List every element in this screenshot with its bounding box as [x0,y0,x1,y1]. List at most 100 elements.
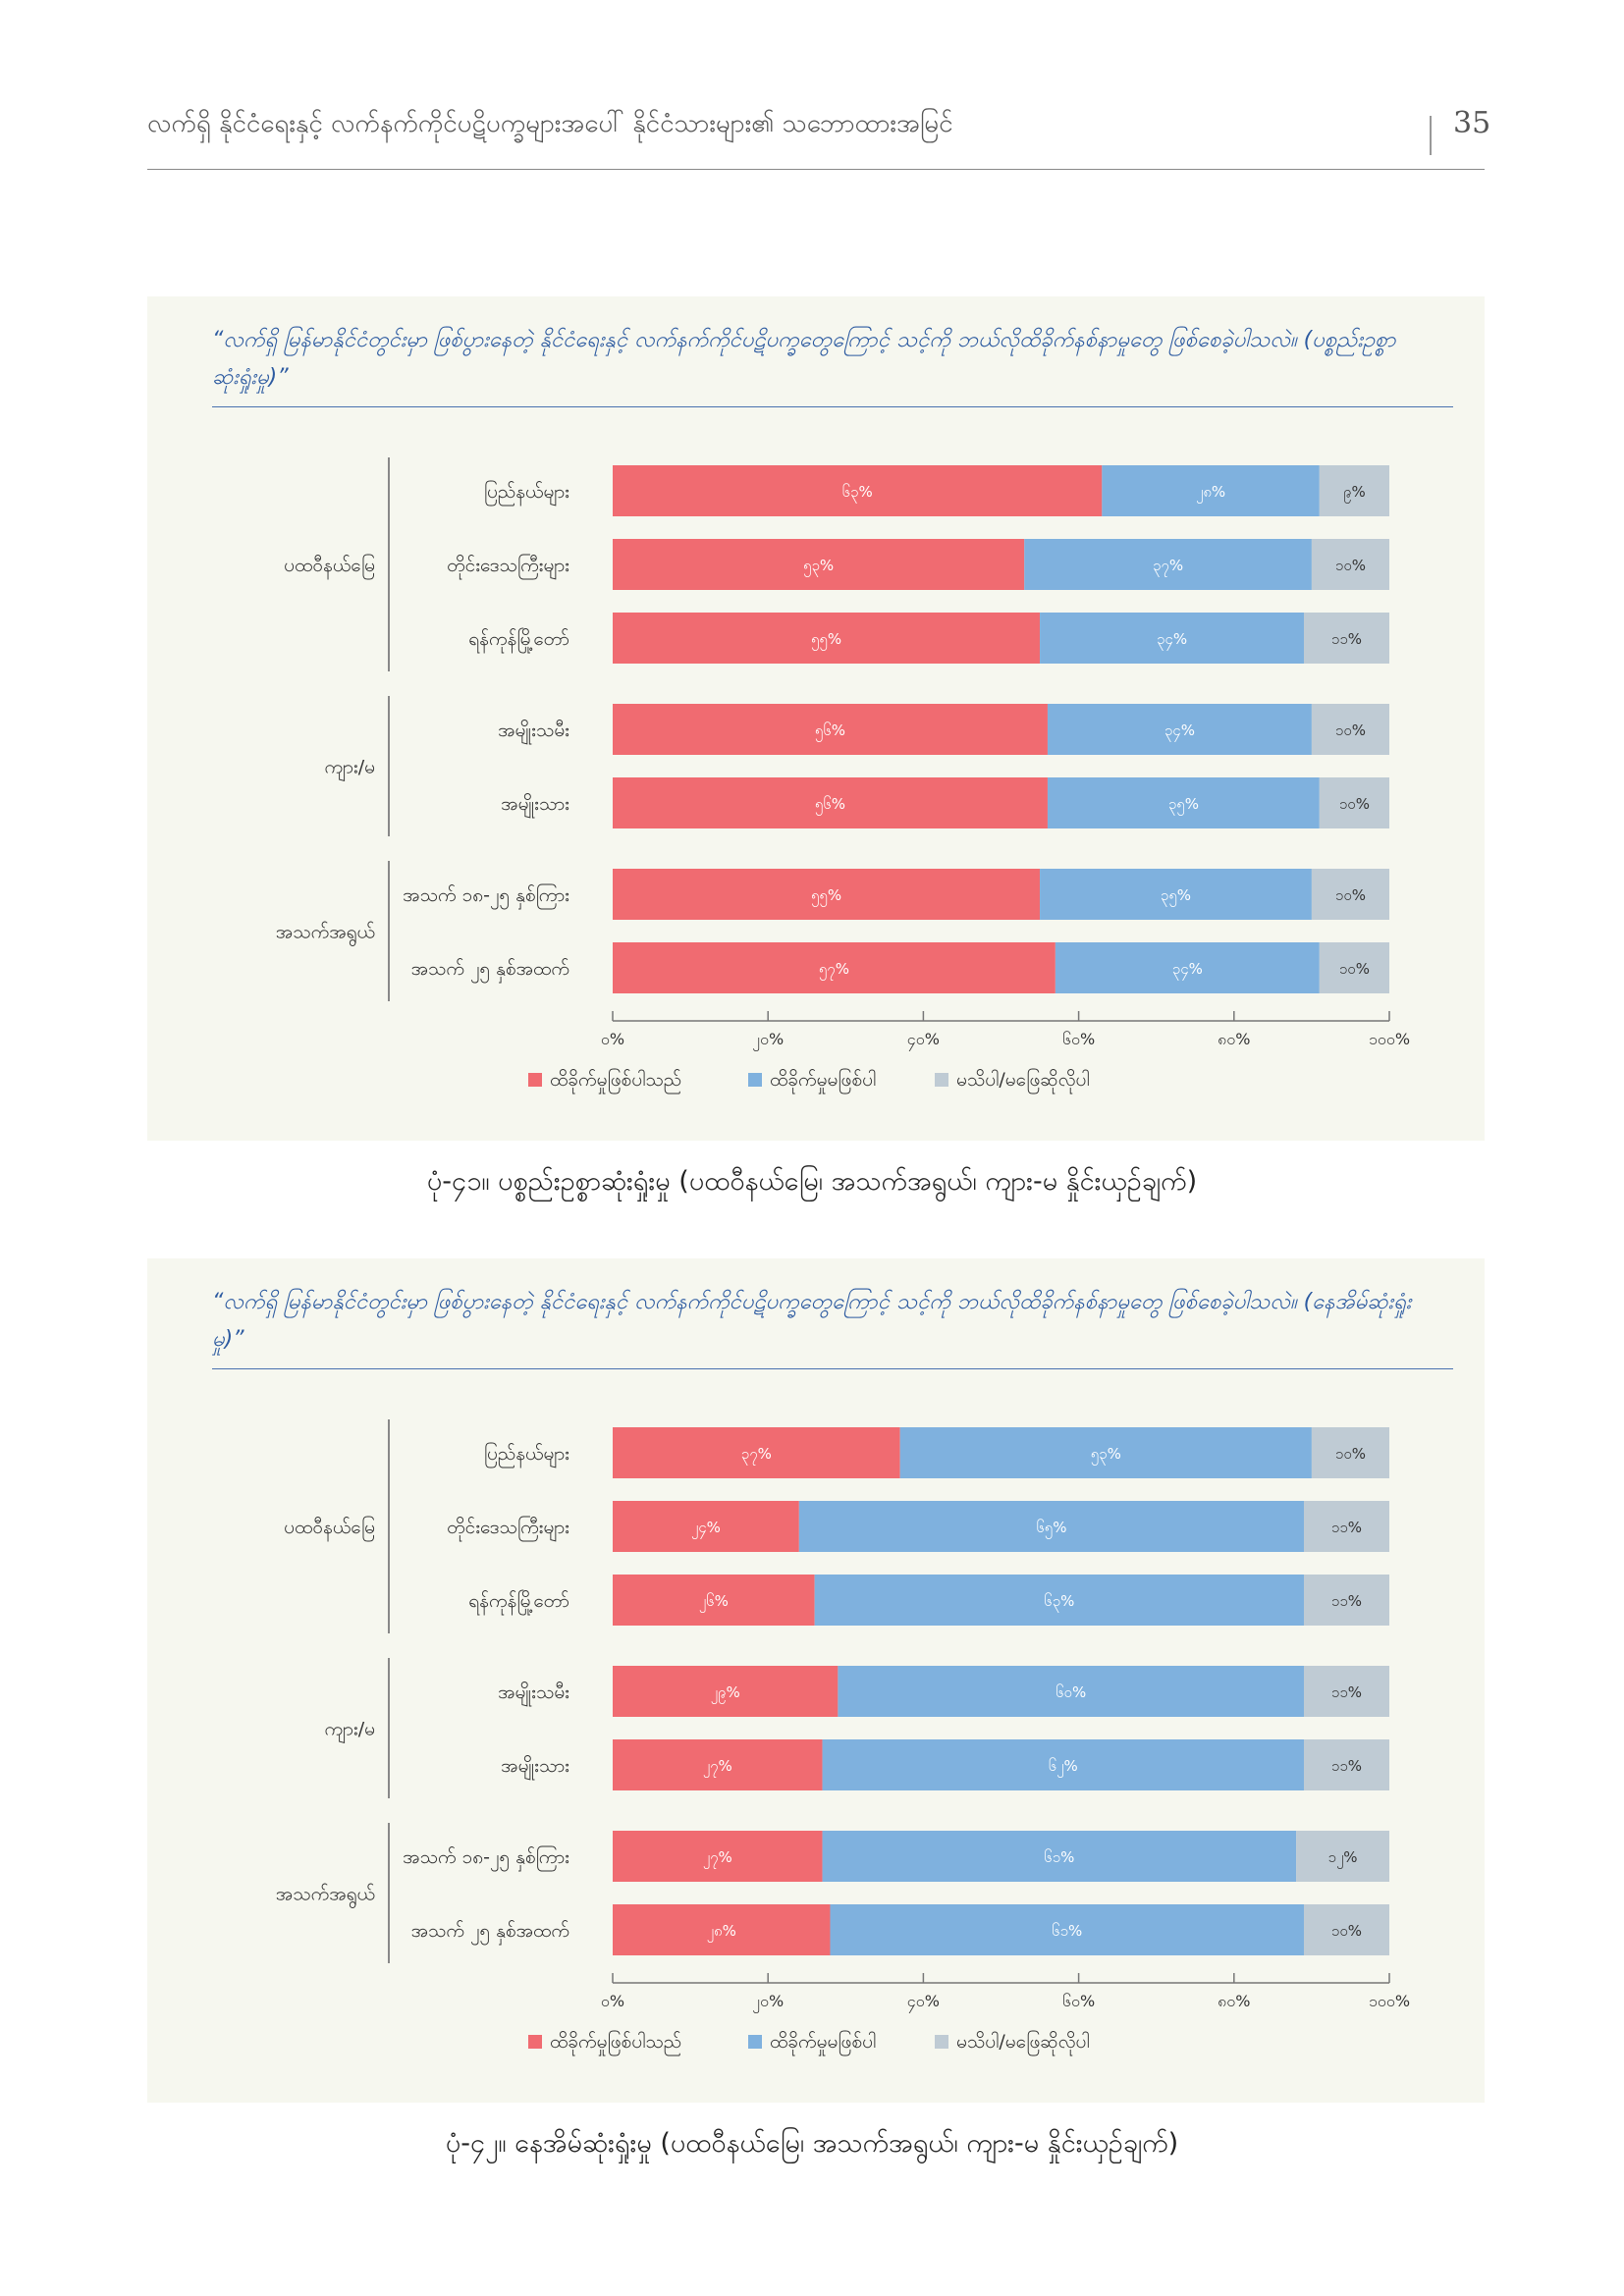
bar-segment-dont-know [1319,777,1389,828]
x-tick-label: ၁၀၀% [1369,1992,1410,2010]
legend-swatch-affected [528,2035,542,2049]
figure-41-question-rule [212,406,1453,407]
data-label: ၃၅% [1161,886,1191,907]
data-label: ၁၀% [1335,886,1366,904]
figure-42-question: “လက်ရှိ မြန်မာနိုင်ငံတွင်းမှာ ဖြစ်ပွားနေ… [212,1290,1412,1352]
data-label: ၆၁% [1044,1848,1074,1866]
bar-segment-not-affected [899,1427,1312,1478]
category-label: အမျိုးသမီး [498,1681,569,1707]
x-tick-label: ၄၀% [907,1030,940,1051]
x-tick-label: ၀% [601,1030,624,1048]
bar-segment-affected [613,869,1041,920]
category-label: ရန်ကုန်မြို့တော် [468,626,569,654]
figure-42-caption: ပုံ-၄၂။ နေအိမ်ဆုံးရှုံးမှု (ပထဝီနယ်မြေ၊ … [445,2128,1179,2159]
data-label: ၂၇% [703,1848,732,1869]
category-label: အသက် ၂၅ နှစ်အထက် [411,957,569,984]
bar-segment-affected [613,1427,900,1478]
bar-segment-affected [613,1575,815,1626]
data-label: ၅၃% [1091,1445,1121,1466]
data-label: ၁၀% [1331,1922,1362,1940]
category-label: ပြည်နယ်များ [484,1441,569,1468]
category-label: ရန်ကုန်မြို့တော် [468,1588,569,1616]
data-label: ၆၃% [1044,1592,1074,1613]
data-label: ၃၄% [1164,721,1195,742]
bar-segment-not-affected [838,1666,1304,1717]
bar-segment-not-affected [830,1904,1304,1955]
data-label: ၃၇% [741,1445,772,1466]
legend-label: ထိခိုက်မှုမဖြစ်ပါ [770,2029,876,2056]
bar-segment-not-affected [798,1501,1304,1552]
bar-segment-not-affected [1055,942,1320,993]
legend-swatch-dont-know [935,2035,948,2049]
data-label: ၁၀% [1339,960,1370,978]
category-label: တိုင်းဒေသကြီးများ [447,553,569,580]
group-label: ကျား/မ [325,757,376,782]
data-label: ၂၇% [703,1757,732,1778]
legend-label: ထိခိုက်မှုမဖြစ်ပါ [770,1067,876,1095]
data-label: ၅၅% [811,630,841,651]
data-label: ၁၁% [1331,1519,1362,1536]
bar-segment-affected [613,704,1048,755]
bar-segment-affected [613,1739,823,1790]
bar-segment-not-affected [822,1739,1304,1790]
bar-segment-not-affected [1040,869,1312,920]
category-label: ပြည်နယ်များ [484,479,569,507]
category-label: အသက် ၂၅ နှစ်အထက် [411,1919,569,1946]
bar-segment-dont-know [1311,869,1389,920]
group-label: ပထဝီနယ်မြေ [284,553,375,580]
x-tick-label: ၆၀% [1062,1992,1095,2010]
data-label: ၂၆% [699,1592,729,1613]
group-label: အသက်အရွယ် [276,921,375,947]
figure-41-caption: ပုံ-၄၁။ ပစ္စည်းဥစ္စာဆုံးရှုံးမှု (ပထဝီနယ… [426,1166,1198,1197]
data-label: ၁၁% [1331,1683,1362,1701]
data-label: ၅၃% [803,557,834,577]
data-label: ၃၄% [1172,960,1203,981]
bar-segment-dont-know [1303,1501,1389,1552]
data-label: ၆၅% [1036,1519,1066,1539]
x-tick-label: ၆၀% [1062,1030,1095,1048]
x-tick-label: ၂၀% [752,1992,784,2013]
data-label: ၃၇% [1153,557,1183,577]
legend-swatch-affected [528,1073,542,1087]
data-label: ၁၀% [1335,721,1366,739]
data-label: ၁၂% [1328,1848,1358,1869]
category-label: အမျိုးသား [501,792,569,819]
data-label: ၅၅% [811,886,841,907]
x-tick-label: ၈၀% [1218,1030,1250,1048]
bar-segment-not-affected [1102,465,1320,516]
bar-segment-affected [613,777,1048,828]
legend-swatch-not-affected [748,2035,762,2049]
bar-segment-affected [613,539,1025,590]
bar-segment-affected [613,1904,831,1955]
data-label: ၂၉% [711,1683,740,1704]
data-label: ၂၄% [691,1519,721,1539]
bar-segment-dont-know [1303,1904,1389,1955]
x-tick-label: ၄၀% [907,1992,940,2013]
group-label: ပထဝီနယ်မြေ [284,1515,375,1542]
legend-label: ထိခိုက်မှုဖြစ်ပါသည် [550,2029,681,2056]
bar-segment-dont-know [1311,539,1389,590]
category-label: အသက် ၁၈-၂၅ နှစ်ကြား [403,1844,569,1872]
bar-segment-dont-know [1303,1739,1389,1790]
bar-segment-affected [613,1831,823,1882]
legend-label: မသိပါ/မဖြေဆိုလိုပါ [956,1067,1090,1095]
data-label: ၆၀% [1056,1683,1086,1701]
legend-label: မသိပါ/မဖြေဆိုလိုပါ [956,2029,1090,2056]
figure-41-panel: “လက်ရှိ မြန်မာနိုင်ငံတွင်းမှာ ဖြစ်ပွားနေ… [147,296,1485,1141]
data-label: ၁၀% [1335,557,1366,574]
bar-segment-dont-know [1303,1666,1389,1717]
bar-segment-dont-know [1303,1575,1389,1626]
figure-42-panel: “လက်ရှိ မြန်မာနိုင်ငံတွင်းမှာ ဖြစ်ပွားနေ… [147,1258,1485,2103]
figure-41-question: “လက်ရှိ မြန်မာနိုင်ငံတွင်းမှာ ဖြစ်ပွားနေ… [212,328,1396,390]
data-label: ၃၅% [1168,795,1199,816]
bar-segment-dont-know [1311,1427,1389,1478]
data-label: ၆၁% [1052,1922,1082,1940]
x-tick-label: ၈၀% [1218,1992,1250,2010]
legend-swatch-dont-know [935,1073,948,1087]
bar-segment-not-affected [1024,539,1312,590]
bar-segment-not-affected [814,1575,1304,1626]
running-head: လက်ရှိ နိုင်ငံရေးနှင့် လက်နက်ကိုင်ပဋိပက္… [147,109,953,138]
data-label: ၁၁% [1331,1757,1362,1775]
x-tick-label: ၀% [601,1992,624,2010]
header-rule [147,169,1485,170]
